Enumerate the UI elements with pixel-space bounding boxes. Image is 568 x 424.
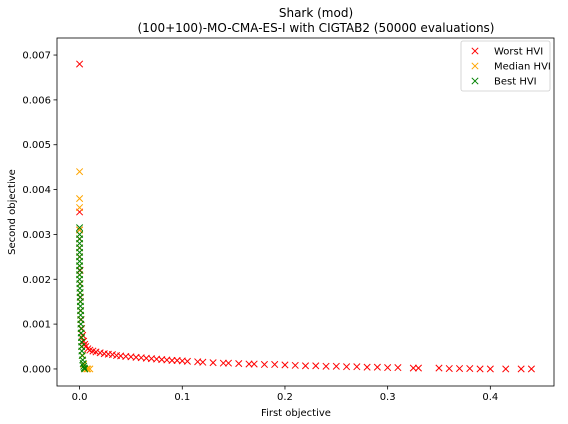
data-point <box>76 168 84 176</box>
data-point <box>250 360 258 368</box>
data-point <box>92 348 100 356</box>
legend-entry: Best HVI <box>494 77 537 88</box>
data-point <box>394 364 402 372</box>
data-point <box>322 362 330 370</box>
data-point <box>76 224 84 232</box>
data-point <box>245 360 253 368</box>
legend-entry: Worst HVI <box>494 47 543 58</box>
data-point <box>527 365 535 373</box>
data-point <box>260 360 268 369</box>
y-tick-label: 0.007 <box>22 51 51 62</box>
data-point <box>86 365 94 373</box>
data-point <box>312 362 320 370</box>
data-point <box>271 360 279 369</box>
data-point <box>96 349 104 357</box>
y-tick-label: 0.004 <box>22 185 51 196</box>
data-point <box>353 363 361 371</box>
data-point <box>281 361 289 369</box>
data-point <box>76 60 84 68</box>
chart-subtitle: (100+100)-MO-CMA-ES-I with CIGTAB2 (5000… <box>138 21 495 35</box>
data-point <box>108 351 117 359</box>
y-tick-label: 0.006 <box>22 95 51 106</box>
chart-title: Shark (mod) <box>279 6 353 20</box>
data-point <box>466 364 474 373</box>
data-point <box>409 364 417 372</box>
x-tick-label: 0.4 <box>482 392 498 403</box>
x-tick-label: 0.2 <box>277 392 293 403</box>
data-point <box>517 365 525 373</box>
x-tick-label: 0.1 <box>174 392 190 403</box>
data-point <box>199 358 207 366</box>
data-point <box>414 364 423 372</box>
data-point <box>84 345 92 353</box>
data-point <box>332 362 340 370</box>
legend-entry: Median HVI <box>494 62 551 73</box>
data-point <box>476 365 484 373</box>
data-point <box>363 363 371 371</box>
data-point <box>343 363 351 371</box>
data-point <box>384 364 392 372</box>
plot-frame <box>56 37 555 387</box>
legend-marker <box>471 62 479 70</box>
data-point <box>445 364 453 373</box>
y-tick-label: 0.005 <box>22 140 51 151</box>
series-worst-hvi <box>76 60 535 373</box>
y-tick-label: 0.000 <box>22 364 51 375</box>
x-tick-label: 0.0 <box>72 392 88 403</box>
data-point <box>291 361 299 369</box>
data-point <box>76 203 84 212</box>
data-point <box>76 194 84 203</box>
data-point <box>224 359 233 367</box>
y-tick-label: 0.001 <box>22 320 51 331</box>
legend-marker <box>471 77 479 85</box>
data-point <box>502 365 510 373</box>
y-axis-label: Second objective <box>7 169 18 255</box>
x-axis-label: First objective <box>261 408 331 419</box>
data-point <box>81 365 89 373</box>
legend-box <box>460 40 551 92</box>
data-point <box>219 359 227 367</box>
data-point <box>209 359 217 367</box>
data-point <box>79 360 87 368</box>
legend: Worst HVI Median HVI Best HVI <box>460 40 551 92</box>
data-point <box>168 356 176 364</box>
y-tick-label: 0.003 <box>22 230 51 241</box>
data-point <box>301 362 310 370</box>
data-point <box>183 357 191 365</box>
series-best-hvi <box>76 224 89 373</box>
y-tick-label: 0.002 <box>22 275 51 286</box>
data-point <box>486 365 494 373</box>
legend-marker <box>471 47 479 55</box>
data-point <box>373 363 381 371</box>
data-marks <box>76 60 535 373</box>
data-point <box>235 360 243 368</box>
x-axis: 0.0 0.1 0.2 0.3 0.4 <box>72 386 498 403</box>
data-point <box>81 340 89 348</box>
y-axis: 0.000 0.001 0.002 0.003 0.004 0.005 0.006 0.007 <box>22 51 57 375</box>
data-point <box>435 364 443 372</box>
x-tick-label: 0.3 <box>380 392 396 403</box>
data-point <box>455 364 464 373</box>
